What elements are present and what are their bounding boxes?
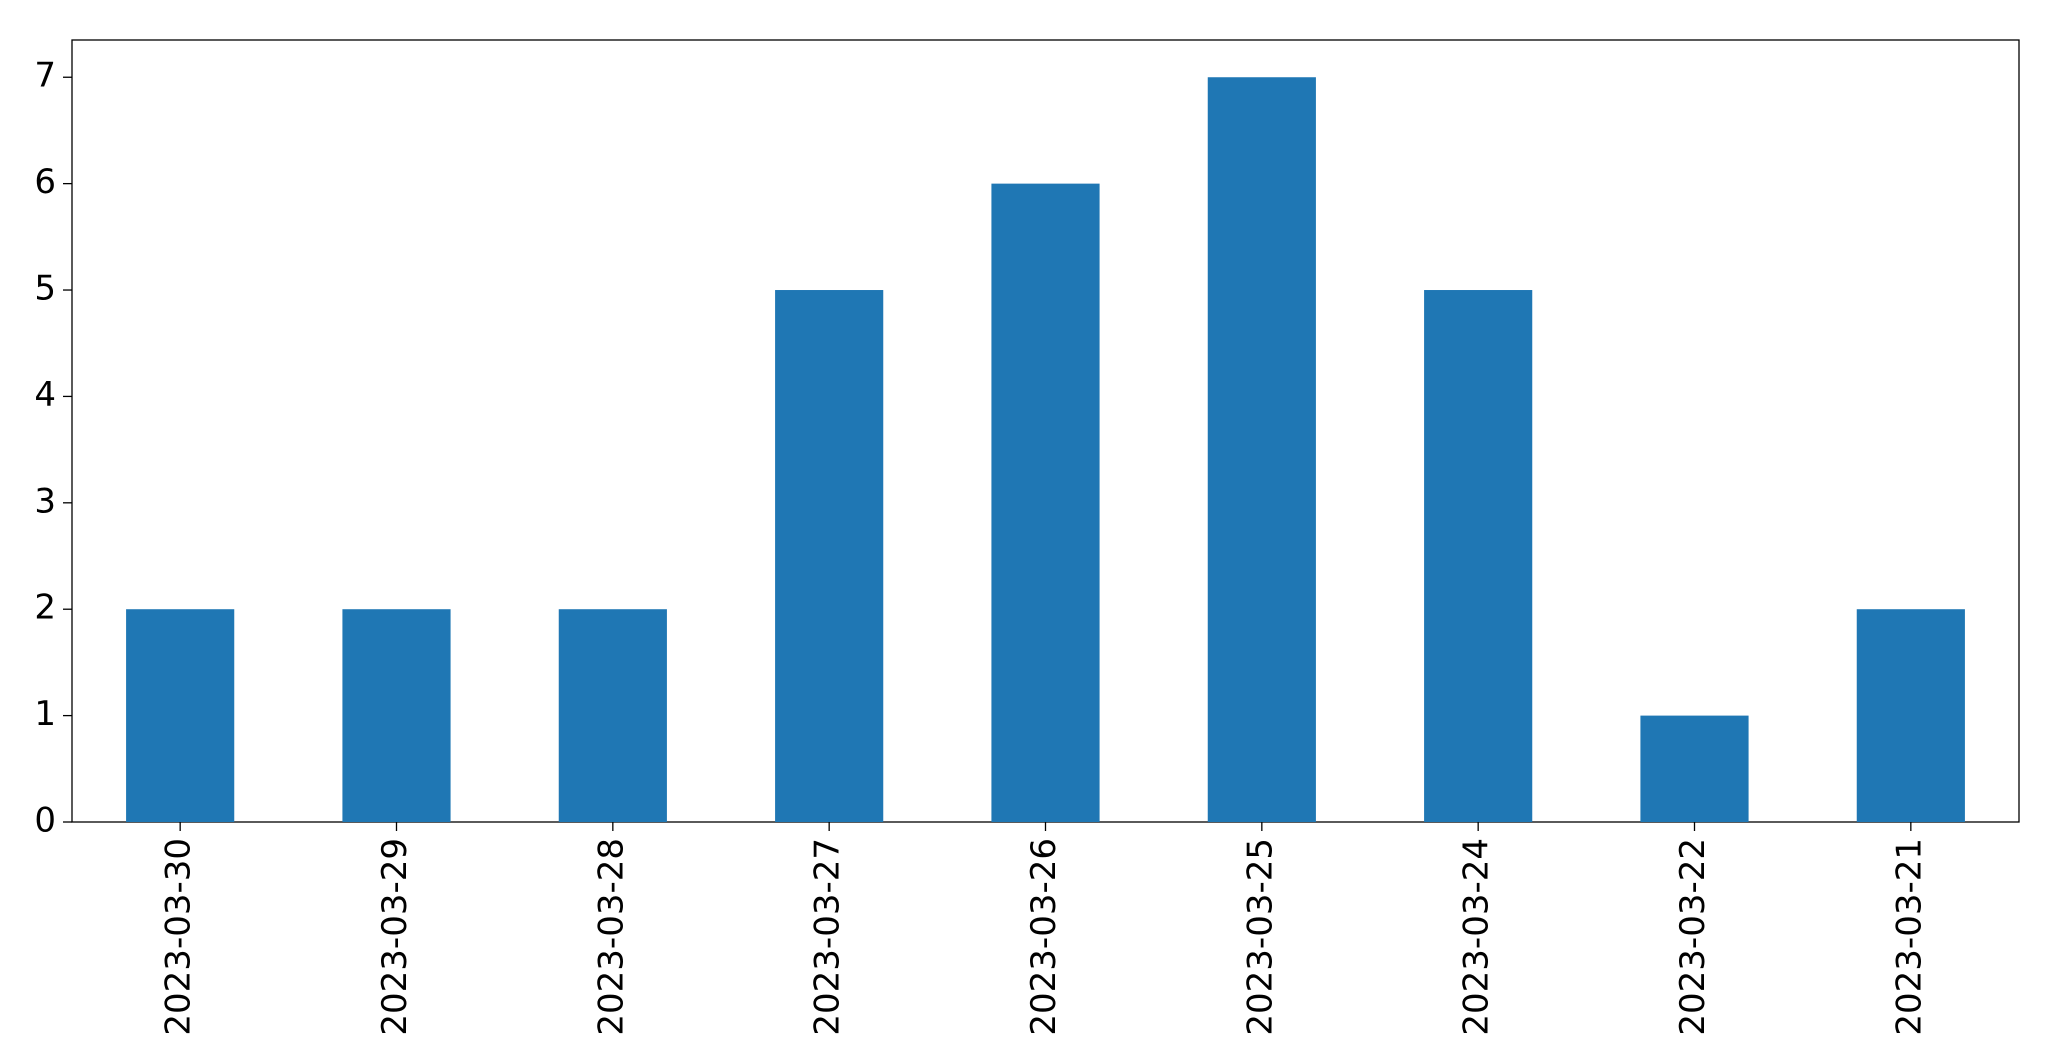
bar: [342, 609, 451, 822]
y-tick-label: 1: [34, 694, 56, 734]
bar: [1856, 609, 1965, 822]
x-tick-label: 2023-03-24: [1457, 838, 1497, 1036]
y-tick-label: 0: [34, 801, 56, 841]
y-tick-label: 7: [34, 56, 56, 96]
bar: [1207, 77, 1316, 822]
bar: [1424, 290, 1533, 822]
bar: [991, 183, 1100, 822]
y-tick-label: 5: [34, 269, 56, 309]
y-tick-label: 4: [34, 375, 56, 415]
y-tick-label: 6: [34, 162, 56, 202]
x-tick-label: 2023-03-21: [1889, 838, 1929, 1036]
x-tick-label: 2023-03-30: [159, 838, 199, 1036]
y-tick-label: 3: [34, 481, 56, 521]
x-tick-label: 2023-03-27: [808, 838, 848, 1036]
x-tick-label: 2023-03-29: [375, 838, 415, 1036]
bar: [558, 609, 667, 822]
bar: [775, 290, 884, 822]
y-tick-label: 2: [34, 588, 56, 628]
x-tick-label: 2023-03-22: [1673, 838, 1713, 1036]
bar: [1640, 715, 1749, 822]
bar: [126, 609, 235, 822]
x-tick-label: 2023-03-25: [1240, 838, 1280, 1036]
x-tick-label: 2023-03-26: [1024, 838, 1064, 1036]
x-tick-label: 2023-03-28: [591, 838, 631, 1036]
